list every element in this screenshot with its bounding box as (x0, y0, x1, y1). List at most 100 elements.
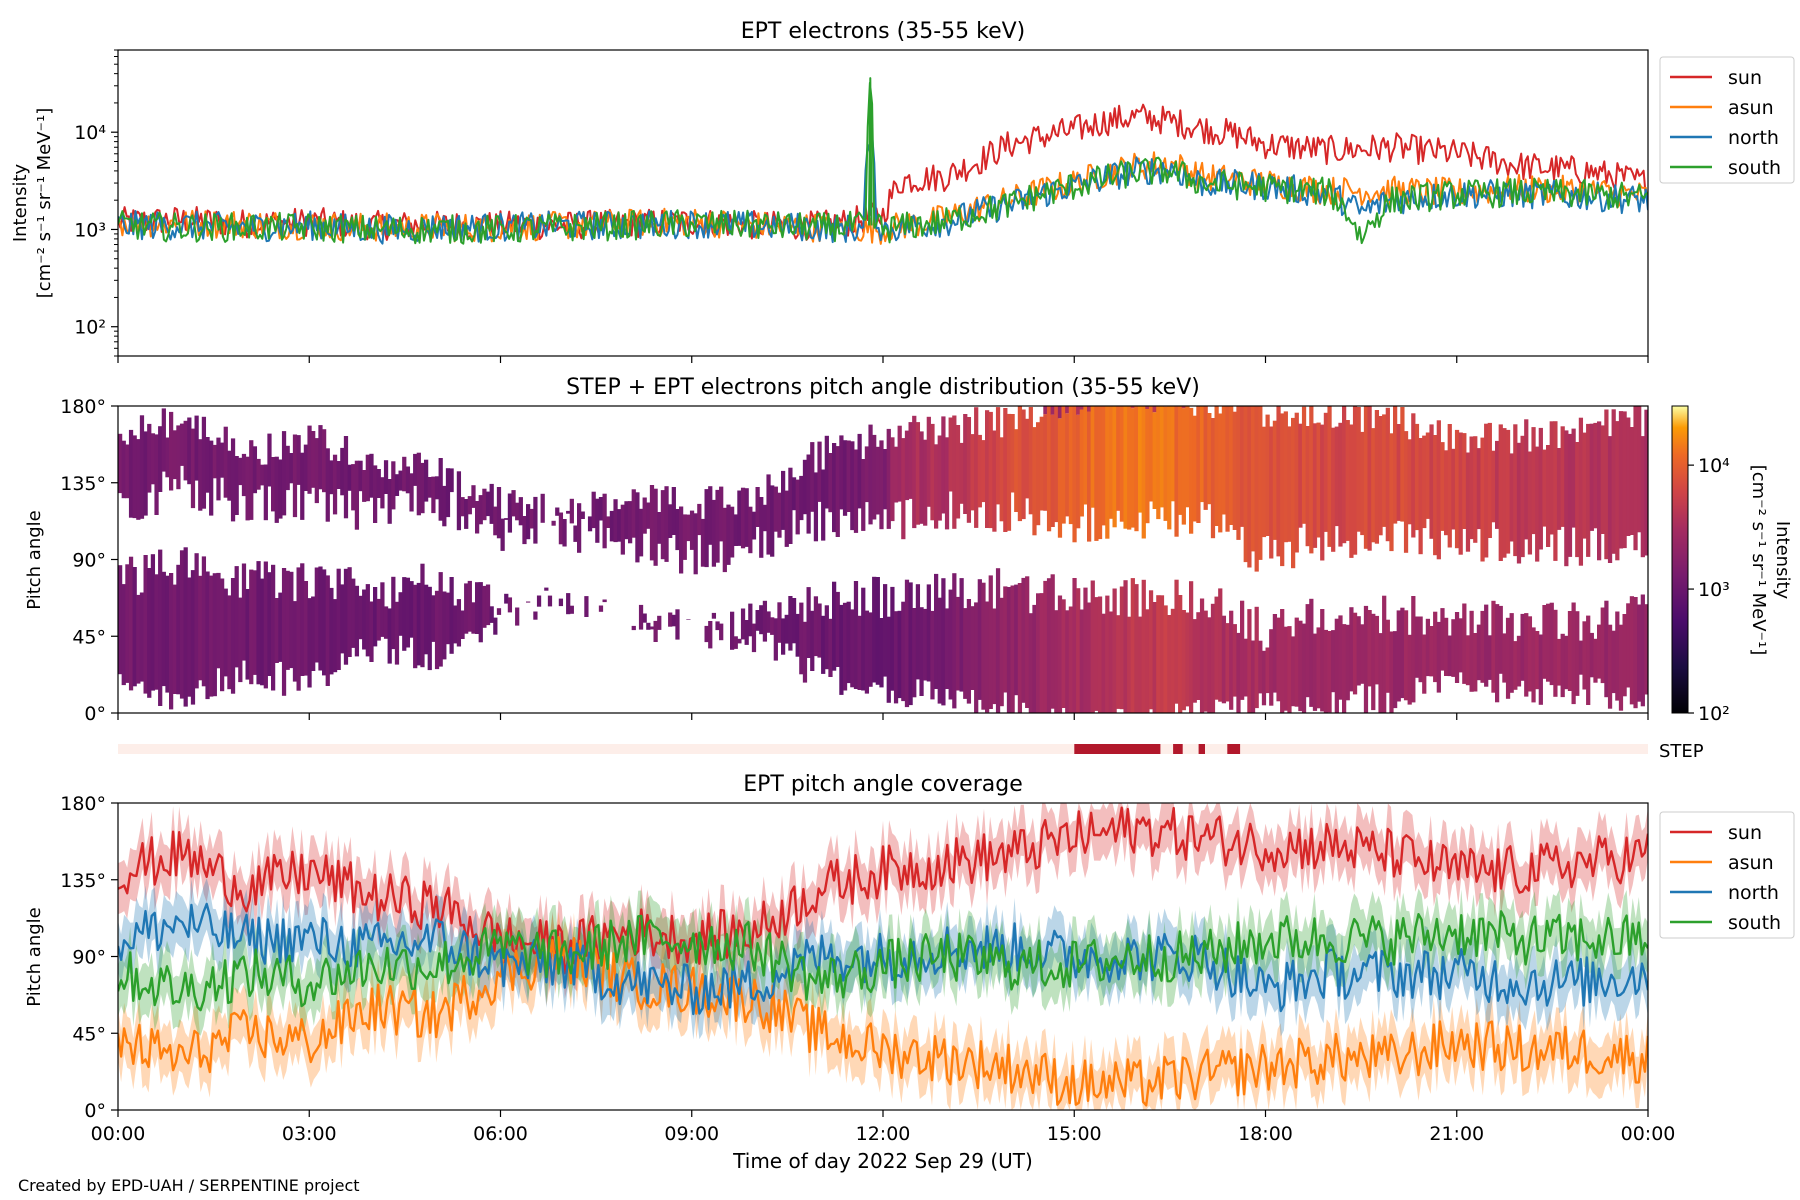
heatmap-cell (737, 490, 742, 546)
heatmap-cell (1371, 613, 1376, 711)
heatmap-cell (1108, 406, 1114, 519)
heatmap-cell (125, 564, 130, 683)
colorbar-tick-label: 10³ (1698, 579, 1730, 601)
heatmap-cell (755, 487, 760, 527)
heatmap-cell (383, 606, 389, 639)
heatmap-cell (963, 608, 968, 699)
heatmap-cell (496, 487, 502, 539)
heatmap-cell (387, 479, 392, 524)
heatmap-cell (1451, 448, 1456, 530)
heatmap-cell (1119, 406, 1125, 522)
heatmap-cell (1309, 406, 1314, 554)
heatmap-cell (336, 461, 341, 489)
heatmap-cell (944, 437, 950, 530)
heatmap-cell (995, 407, 1001, 505)
heatmap-cell (536, 595, 542, 607)
heatmap-cell (635, 492, 640, 563)
heatmap-cell (1571, 602, 1576, 705)
heatmap-cell (642, 497, 647, 534)
panel-pitch-angle-distribution: STEP + EPT electrons pitch angle distrib… (24, 375, 1793, 725)
heatmap-cell (1079, 406, 1084, 410)
heatmap-cell (169, 573, 174, 710)
heatmap-cell (1618, 411, 1624, 549)
heatmap-cell (1546, 603, 1551, 682)
heatmap-cell (362, 589, 367, 650)
heatmap-cell (759, 497, 764, 558)
heatmap-cell (912, 608, 917, 698)
heatmap-cell (1597, 624, 1602, 679)
heatmap-cell (1465, 452, 1471, 552)
heatmap-cell (817, 603, 822, 658)
heatmap-cell (1221, 615, 1227, 704)
heatmap-cell (649, 485, 655, 561)
legend-label-sun: sun (1728, 67, 1762, 89)
heatmap-cell (1010, 414, 1015, 493)
heatmap-cell (1207, 617, 1212, 713)
heatmap-cell (671, 614, 676, 627)
heatmap-cell (1127, 616, 1132, 713)
heatmap-cell (1199, 406, 1205, 503)
heatmap-cell (1600, 607, 1605, 684)
heatmap-cell (467, 580, 472, 632)
heatmap-cell (354, 585, 360, 657)
heatmap-cell (1604, 600, 1609, 698)
heatmap-cell (879, 618, 884, 688)
heatmap-cell (143, 431, 148, 516)
heatmap-cell (1473, 633, 1478, 692)
heatmap-cell (1280, 413, 1285, 567)
heatmap-cell (238, 597, 243, 683)
heatmap-cell (901, 601, 906, 702)
heatmap-cell (1167, 615, 1172, 713)
heatmap-cell (187, 417, 192, 485)
heatmap-cell (1280, 609, 1285, 713)
heatmap-cell (1320, 424, 1325, 561)
heatmap-cell (1491, 600, 1496, 693)
heatmap-cell (864, 610, 870, 694)
heatmap-cell (230, 578, 236, 694)
heatmap-cell (1112, 588, 1117, 713)
credit-footer: Created by EPD-UAH / SERPENTINE project (18, 1176, 360, 1195)
heatmap-cell (478, 495, 483, 525)
heatmap-cell (1054, 610, 1059, 713)
heatmap-cell (926, 416, 931, 507)
heatmap-cell (1116, 406, 1121, 511)
heatmap-cell (172, 584, 177, 694)
heatmap-cell (118, 565, 123, 675)
heatmap-cell (893, 446, 899, 503)
heatmap-cell (1524, 613, 1529, 697)
heatmap-cell (1287, 426, 1292, 542)
heatmap-cell (526, 504, 531, 540)
heatmap-cell (1240, 600, 1245, 700)
heatmap-cell (1181, 408, 1186, 525)
heatmap-cell (1163, 605, 1168, 713)
heatmap-cell (212, 573, 217, 697)
heatmap-cell (136, 594, 141, 684)
heatmap-cell (1611, 630, 1616, 694)
heatmap-cell (1524, 419, 1529, 540)
heatmap-cell (1196, 406, 1201, 523)
heatmap-cell (1229, 610, 1234, 710)
heatmap-cell (609, 510, 615, 542)
step-interval (1074, 744, 1161, 754)
heatmap-cell (1513, 424, 1518, 557)
heatmap-cell (1258, 406, 1263, 560)
heatmap-cell (1210, 603, 1216, 713)
heatmap-cell (999, 437, 1004, 522)
heatmap-cell (190, 570, 196, 705)
heatmap-cell (1516, 442, 1522, 564)
heatmap-cell (1338, 615, 1343, 700)
heatmap-cell (995, 568, 1001, 713)
series-line-south (118, 910, 1648, 1012)
heatmap-cell (1316, 422, 1321, 538)
heatmap-cell (1615, 611, 1620, 701)
heatmap-cell (336, 568, 341, 670)
heatmap-cell (267, 572, 272, 676)
heatmap-cell (828, 618, 833, 677)
heatmap-cell (460, 610, 465, 639)
heatmap-cell (1057, 418, 1063, 538)
heatmap-cell (777, 492, 782, 538)
heatmap-cell (948, 417, 953, 492)
heatmap-cell (241, 563, 247, 661)
heatmap-cell (1589, 632, 1594, 678)
heatmap-cell (868, 424, 873, 525)
